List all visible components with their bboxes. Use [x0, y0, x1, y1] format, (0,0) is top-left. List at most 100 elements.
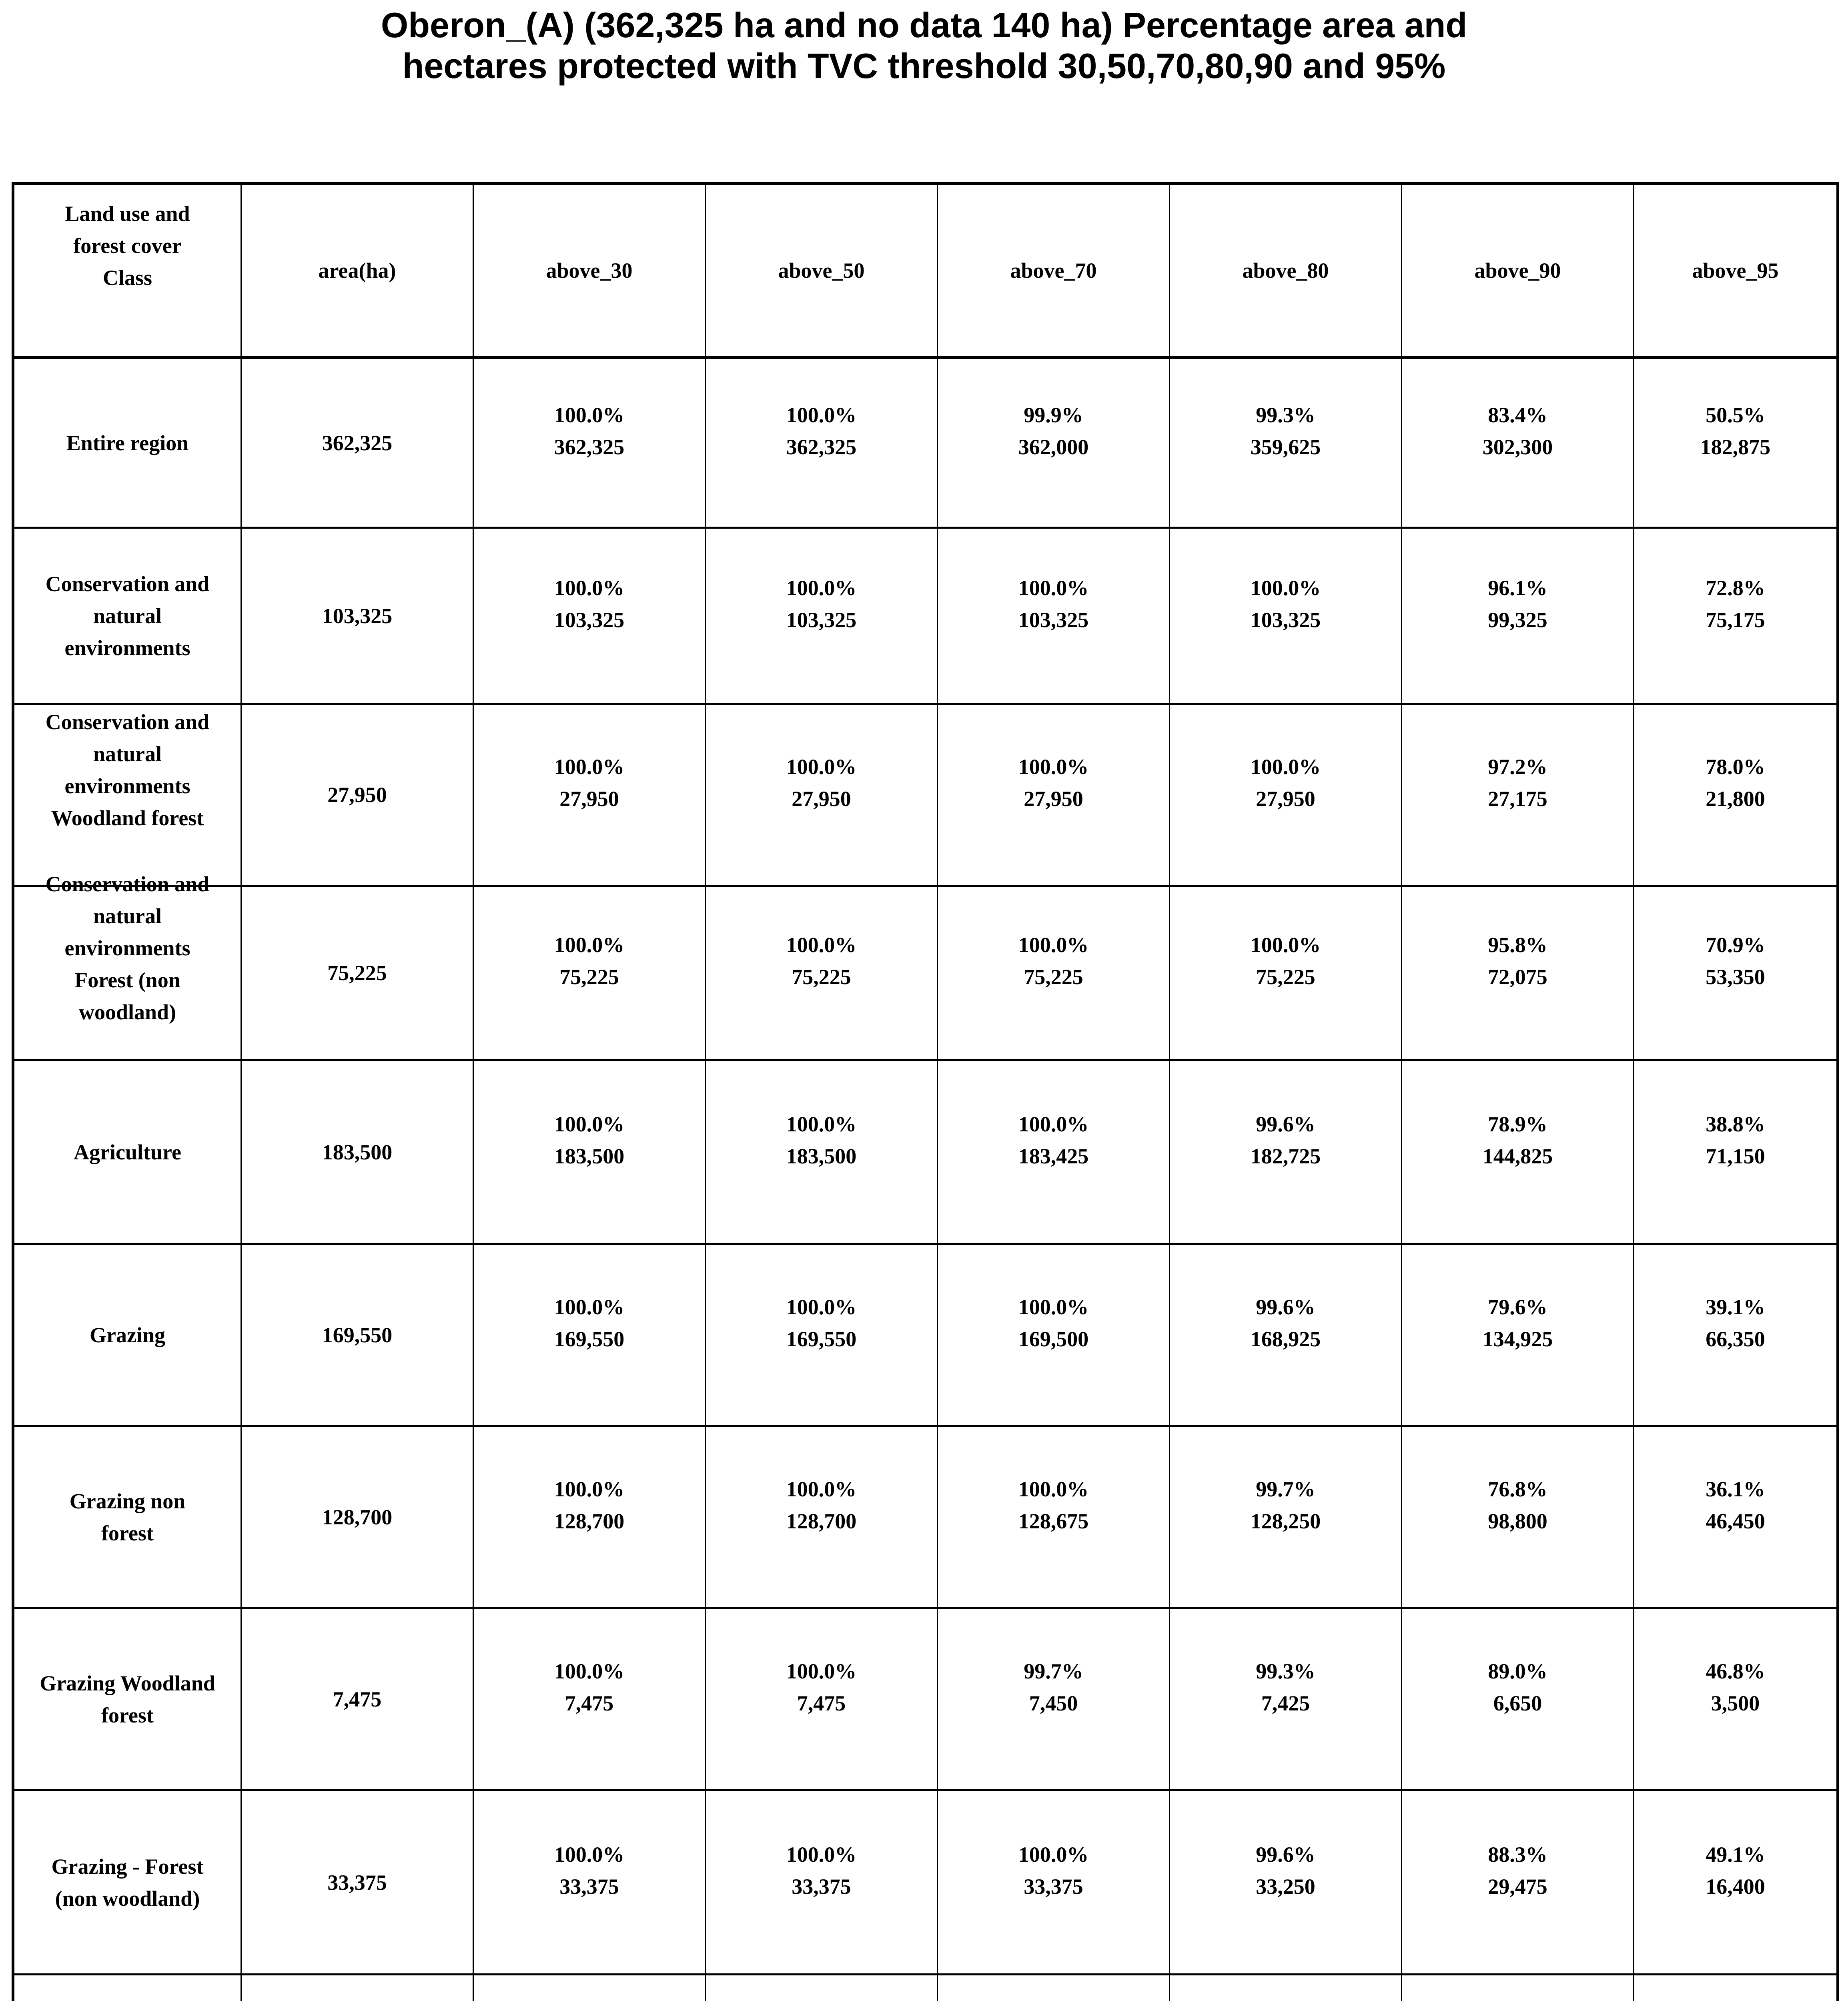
- row-1-area: 103,325: [241, 527, 474, 705]
- title-line-1: Oberon_(A) (362,325 ha and no data 140 h…: [381, 5, 1467, 45]
- row-5-area: 169,550: [241, 1243, 474, 1427]
- cell-r5-c2: 100.0% 169,500: [937, 1243, 1170, 1427]
- cell-r3-c1: 100.0% 75,225: [705, 885, 938, 1061]
- cell-r3-c4: 95.8% 72,075: [1401, 885, 1634, 1061]
- cell-r2-c5: 78.0% 21,800: [1633, 703, 1838, 887]
- row-2-area: 27,950: [241, 703, 474, 887]
- row-3-label: Conservation and natural environments Fores…: [12, 872, 242, 1061]
- row-7-label: Grazing Woodland forest: [12, 1607, 242, 1791]
- cell-r5-c1: 100.0% 169,550: [705, 1243, 938, 1427]
- cell-r7-c2: 99.7% 7,450: [937, 1607, 1170, 1791]
- cell-r2-c2: 100.0% 27,950: [937, 703, 1170, 887]
- row-8-area: 33,375: [241, 1789, 474, 1975]
- table-body: Entire region 362,325 100.0% 362,325 100.0% 3…: [12, 357, 1838, 2001]
- cell-r4-c5: 38.8% 71,150: [1633, 1059, 1838, 1245]
- row-8-label: Grazing - Forest (non woodland): [12, 1789, 242, 1975]
- cell-r0-c5: 50.5% 182,875: [1633, 357, 1838, 529]
- table-row-1: Conservation and natural environments 103,3…: [12, 527, 1838, 705]
- cell-r6-c1: 100.0% 128,700: [705, 1425, 938, 1609]
- header-cell-class: Land use and forest cover Class: [12, 182, 242, 359]
- cell-r1-c2: 100.0% 103,325: [937, 527, 1170, 705]
- cell-r6-c5: 36.1% 46,450: [1633, 1425, 1838, 1609]
- cell-r2-c4: 97.2% 27,175: [1401, 703, 1634, 887]
- title-line-2: hectares protected with TVC threshold 30…: [402, 46, 1446, 86]
- cell-r8-c4: 88.3% 29,475: [1401, 1789, 1634, 1975]
- cell-r0-c1: 100.0% 362,325: [705, 357, 938, 529]
- row-6-area: 128,700: [241, 1425, 474, 1609]
- cell-r0-c2: 99.9% 362,000: [937, 357, 1170, 529]
- cell-r0-c4: 83.4% 302,300: [1401, 357, 1634, 529]
- cell-r4-c3: 99.6% 182,725: [1169, 1059, 1402, 1245]
- cell-r5-c4: 79.6% 134,925: [1401, 1243, 1634, 1427]
- cell-r2-c0: 100.0% 27,950: [473, 703, 706, 887]
- cell-r8-c0: 100.0% 33,375: [473, 1789, 706, 1975]
- cell-r4-c0: 100.0% 183,500: [473, 1059, 706, 1245]
- row-5-label: Grazing: [12, 1243, 242, 1427]
- cell-r9-c2: 99.8%13,875: [937, 1973, 1170, 2001]
- cell-r6-c3: 99.7% 128,250: [1169, 1425, 1402, 1609]
- cell-r5-c0: 100.0% 169,550: [473, 1243, 706, 1427]
- cell-r9-c1: 100.0%13,900: [705, 1973, 938, 2001]
- table-row-3: Conservation and natural environments Fores…: [12, 872, 1838, 1061]
- cell-r9-c3: 99.1%13,775: [1169, 1973, 1402, 2001]
- cell-r5-c5: 39.1% 66,350: [1633, 1243, 1838, 1427]
- cell-r1-c3: 100.0% 103,325: [1169, 527, 1402, 705]
- cell-r5-c3: 99.6% 168,925: [1169, 1243, 1402, 1427]
- cell-r7-c4: 89.0% 6,650: [1401, 1607, 1634, 1791]
- header-cell-above_90: above_90: [1401, 182, 1634, 359]
- header-cell-area(ha): area(ha): [241, 182, 474, 359]
- cell-r0-c3: 99.3% 359,625: [1169, 357, 1402, 529]
- cell-r4-c2: 100.0% 183,425: [937, 1059, 1170, 1245]
- header-cell-above_80: above_80: [1169, 182, 1402, 359]
- row-2-label: Conservation and natural environments Woodl…: [12, 703, 242, 887]
- header-cell-above_30: above_30: [473, 182, 706, 359]
- table-row-8: Grazing - Forest (non woodland) 33,375 100.…: [12, 1789, 1838, 1975]
- cell-r1-c4: 96.1% 99,325: [1401, 527, 1634, 705]
- row-9-label: Cropping: [12, 1973, 242, 2001]
- cell-r3-c0: 100.0% 75,225: [473, 885, 706, 1061]
- header-cell-above_70: above_70: [937, 182, 1170, 359]
- header-cell-above_50: above_50: [705, 182, 938, 359]
- row-6-label: Grazing non forest: [12, 1425, 242, 1609]
- cell-r1-c5: 72.8% 75,175: [1633, 527, 1838, 705]
- row-9-area: 13,900: [241, 1973, 474, 2001]
- table-row-9: Cropping13,900100.0%13,900100.0%13,90099…: [12, 1973, 1838, 2001]
- table-head: Land use and forest cover Class area(ha) abo…: [12, 182, 1838, 359]
- cell-r3-c2: 100.0% 75,225: [937, 885, 1170, 1061]
- cell-r3-c5: 70.9% 53,350: [1633, 885, 1838, 1061]
- cell-r2-c1: 100.0% 27,950: [705, 703, 938, 887]
- cell-r6-c0: 100.0% 128,700: [473, 1425, 706, 1609]
- table-row-6: Grazing non forest 128,700 100.0% 128,700 100…: [12, 1425, 1838, 1609]
- cell-r7-c5: 46.8% 3,500: [1633, 1607, 1838, 1791]
- cell-r7-c0: 100.0% 7,475: [473, 1607, 706, 1791]
- cell-r6-c4: 76.8% 98,800: [1401, 1425, 1634, 1609]
- row-1-label: Conservation and natural environments: [12, 527, 242, 705]
- cell-r2-c3: 100.0% 27,950: [1169, 703, 1402, 887]
- header-cell-above_95: above_95: [1633, 182, 1838, 359]
- table-row-4: Agriculture 183,500 100.0% 183,500 100.0% 183…: [12, 1059, 1838, 1245]
- table-row-2: Conservation and natural environments Woodl…: [12, 703, 1838, 887]
- cell-r7-c1: 100.0% 7,475: [705, 1607, 938, 1791]
- cell-r4-c1: 100.0% 183,500: [705, 1059, 938, 1245]
- row-4-label: Agriculture: [12, 1059, 242, 1245]
- cell-r8-c3: 99.6% 33,250: [1169, 1789, 1402, 1975]
- row-7-area: 7,475: [241, 1607, 474, 1791]
- row-0-label: Entire region: [12, 357, 242, 529]
- page-title: Oberon_(A) (362,325 ha and no data 140 h…: [0, 5, 1848, 86]
- row-4-area: 183,500: [241, 1059, 474, 1245]
- cell-r9-c5: 34.5%4,800: [1633, 1973, 1838, 2001]
- table-row-0: Entire region 362,325 100.0% 362,325 100.0% 3…: [12, 357, 1838, 529]
- cell-r3-c3: 100.0% 75,225: [1169, 885, 1402, 1061]
- table-row-7: Grazing Woodland forest 7,475 100.0% 7,475 10…: [12, 1607, 1838, 1791]
- cell-r6-c2: 100.0% 128,675: [937, 1425, 1170, 1609]
- row-0-area: 362,325: [241, 357, 474, 529]
- cell-r4-c4: 78.9% 144,825: [1401, 1059, 1634, 1245]
- cell-r9-c0: 100.0%13,900: [473, 1973, 706, 2001]
- cell-r1-c1: 100.0% 103,325: [705, 527, 938, 705]
- cell-r8-c1: 100.0% 33,375: [705, 1789, 938, 1975]
- cell-r9-c4: 71.2%9,900: [1401, 1973, 1634, 2001]
- cell-r1-c0: 100.0% 103,325: [473, 527, 706, 705]
- row-3-area: 75,225: [241, 885, 474, 1061]
- landuse-tvc-table: Land use and forest cover Class area(ha) abo…: [12, 182, 1839, 2001]
